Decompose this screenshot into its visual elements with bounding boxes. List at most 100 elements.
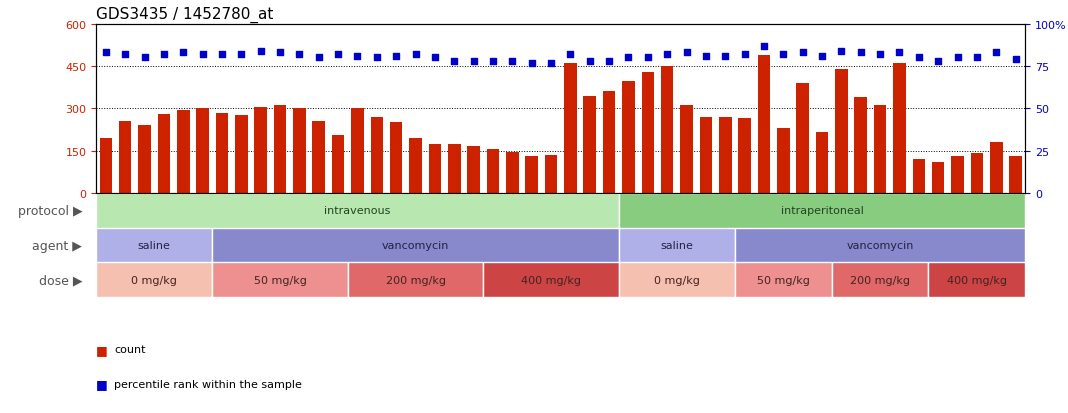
Bar [618, 263, 735, 297]
Bar [313, 122, 325, 194]
Point [929, 58, 946, 65]
Bar [990, 143, 1003, 194]
Bar [525, 157, 538, 194]
Text: vancomycin: vancomycin [382, 240, 450, 250]
Bar [735, 228, 1025, 263]
Bar [447, 144, 460, 194]
Text: GDS3435 / 1452780_at: GDS3435 / 1452780_at [96, 7, 273, 23]
Bar [680, 106, 693, 194]
Point [330, 52, 347, 58]
Bar [932, 163, 944, 194]
Bar [642, 72, 654, 194]
Point [233, 52, 250, 58]
Point [426, 55, 443, 62]
Bar [912, 160, 925, 194]
Point [717, 53, 734, 60]
Point [949, 55, 967, 62]
Bar [483, 263, 618, 297]
Bar [428, 144, 441, 194]
Point [755, 43, 772, 50]
Bar [273, 106, 286, 194]
Bar [213, 228, 618, 263]
Bar [254, 108, 267, 194]
Bar [213, 263, 348, 297]
Bar [545, 155, 557, 194]
Point [562, 52, 579, 58]
Point [581, 58, 598, 65]
Bar [661, 67, 674, 194]
Point [290, 52, 308, 58]
Point [736, 52, 753, 58]
Text: dose ▶: dose ▶ [38, 273, 82, 287]
Point [388, 53, 405, 60]
Text: 200 mg/kg: 200 mg/kg [386, 275, 445, 285]
Point [600, 58, 617, 65]
Text: protocol ▶: protocol ▶ [17, 204, 82, 217]
Text: 50 mg/kg: 50 mg/kg [757, 275, 810, 285]
Point [116, 52, 134, 58]
Text: 400 mg/kg: 400 mg/kg [947, 275, 1007, 285]
Point [543, 60, 560, 66]
Point [368, 55, 386, 62]
Point [640, 55, 657, 62]
Bar [735, 263, 832, 297]
Point [136, 55, 153, 62]
Bar [119, 122, 131, 194]
Bar [952, 157, 963, 194]
Point [678, 50, 695, 57]
Bar [797, 84, 808, 194]
Bar [138, 126, 151, 194]
Bar [293, 109, 305, 194]
Bar [854, 98, 867, 194]
Bar [235, 116, 248, 194]
Point [852, 50, 869, 57]
Point [349, 53, 366, 60]
Point [445, 58, 462, 65]
Text: 0 mg/kg: 0 mg/kg [654, 275, 700, 285]
Bar [1009, 157, 1022, 194]
Point [910, 55, 927, 62]
Point [795, 50, 812, 57]
Bar [96, 228, 213, 263]
Point [619, 55, 637, 62]
Bar [506, 153, 519, 194]
Text: 50 mg/kg: 50 mg/kg [253, 275, 307, 285]
Bar [99, 139, 112, 194]
Point [871, 52, 889, 58]
Bar [618, 194, 1025, 228]
Bar [778, 129, 789, 194]
Bar [583, 96, 596, 194]
Bar [390, 123, 403, 194]
Point [774, 52, 791, 58]
Point [485, 58, 502, 65]
Bar [832, 263, 928, 297]
Bar [371, 117, 383, 194]
Point [252, 48, 269, 55]
Bar [816, 133, 829, 194]
Point [271, 50, 288, 57]
Point [465, 58, 482, 65]
Text: 200 mg/kg: 200 mg/kg [850, 275, 910, 285]
Text: agent ▶: agent ▶ [32, 239, 82, 252]
Text: 0 mg/kg: 0 mg/kg [131, 275, 177, 285]
Bar [893, 64, 906, 194]
Bar [351, 109, 364, 194]
Point [310, 55, 327, 62]
Bar [971, 154, 984, 194]
Bar [719, 117, 732, 194]
Bar [409, 139, 422, 194]
Point [97, 50, 114, 57]
Text: percentile rank within the sample: percentile rank within the sample [114, 379, 302, 389]
Text: ■: ■ [96, 377, 108, 391]
Text: 400 mg/kg: 400 mg/kg [521, 275, 581, 285]
Point [833, 48, 850, 55]
Bar [602, 92, 615, 194]
Bar [700, 117, 712, 194]
Text: ■: ■ [96, 343, 108, 356]
Text: vancomycin: vancomycin [847, 240, 914, 250]
Point [214, 52, 231, 58]
Point [194, 52, 211, 58]
Point [969, 55, 986, 62]
Point [814, 53, 831, 60]
Text: intravenous: intravenous [325, 206, 391, 216]
